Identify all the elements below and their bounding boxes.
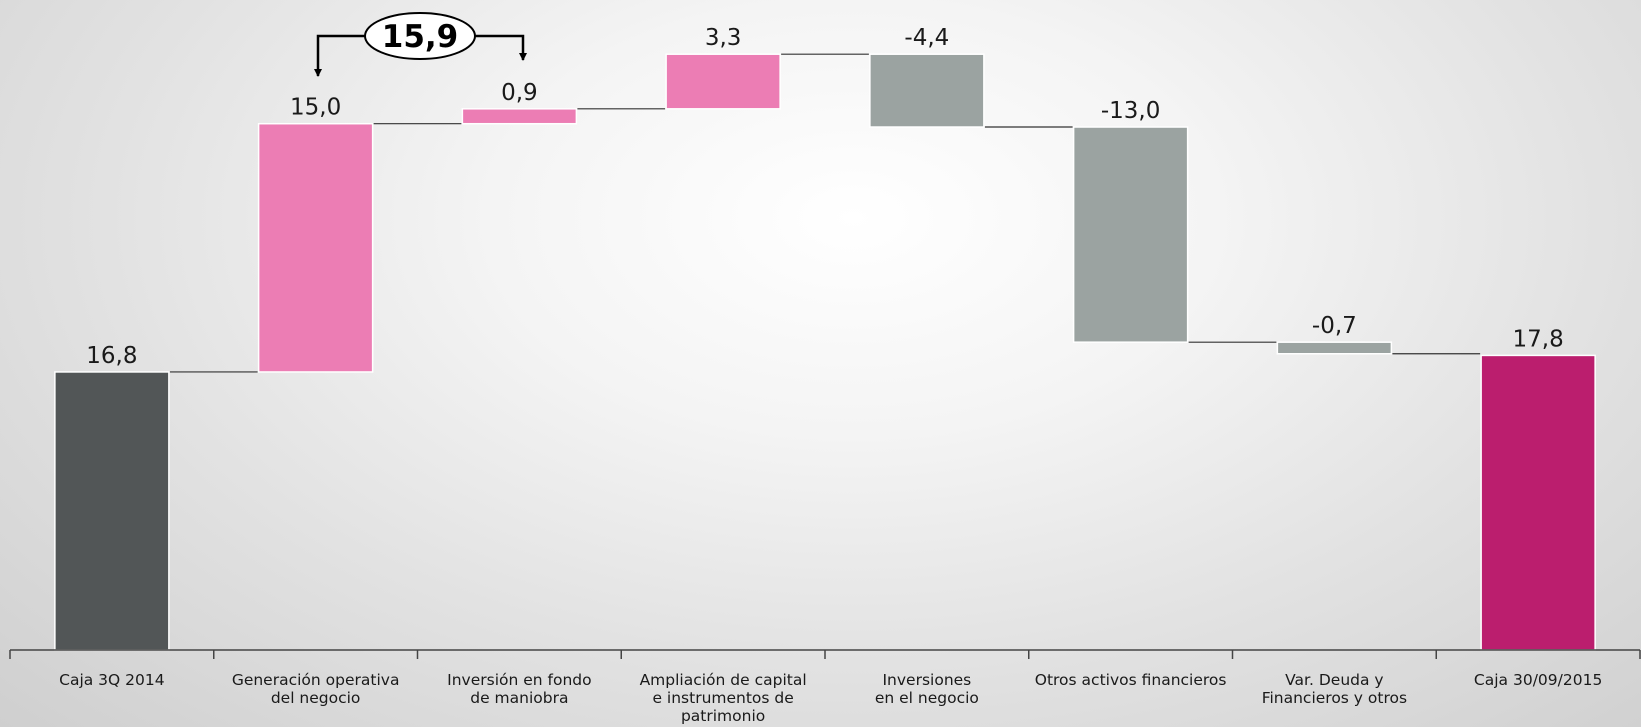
category-label-line: Ampliación de capital (640, 671, 807, 689)
bar-6 (1072, 126, 1189, 343)
category-label-6: Otros activos financieros (1035, 671, 1227, 689)
category-label-line: patrimonio (681, 707, 765, 725)
category-label-line: Inversiones (882, 671, 971, 689)
bar-5 (869, 53, 985, 128)
category-label-line: Caja 3Q 2014 (59, 671, 165, 689)
callout-ellipse (364, 12, 476, 60)
category-label-4: Ampliación de capital e instrumentos de pa… (640, 671, 807, 725)
value-label-4: 3,3 (705, 25, 742, 51)
value-label-6: -13,0 (1101, 98, 1161, 124)
category-label-3: Inversión en fondo de maniobra (447, 671, 591, 707)
value-label-7: -0,7 (1312, 313, 1357, 339)
bar-3 (461, 108, 578, 125)
value-label-2: 15,0 (290, 95, 341, 121)
bar-7 (1276, 341, 1393, 355)
value-label-3: 0,9 (501, 80, 538, 106)
callout-annotation: 15,9 (314, 12, 527, 77)
callout-value: 15,9 (382, 19, 459, 55)
bar-1 (54, 371, 170, 651)
x-axis (9, 649, 1641, 659)
category-label-line: del negocio (271, 689, 361, 707)
category-label-8: Caja 30/09/2015 (1474, 671, 1602, 689)
category-label-line: e instrumentos de (652, 689, 793, 707)
category-label-7: Var. Deuda y Financieros y otros (1262, 671, 1407, 707)
category-label-line: Generación operativa (232, 671, 400, 689)
category-label-5: Inversiones en el negocio (875, 671, 979, 707)
category-label-2: Generación operativa del negocio (232, 671, 400, 707)
category-label-line: Var. Deuda y (1285, 671, 1383, 689)
category-label-1: Caja 3Q 2014 (59, 671, 165, 689)
value-label-5: -4,4 (904, 25, 949, 51)
category-label-line: Caja 30/09/2015 (1474, 671, 1602, 689)
callout-arrow-right (474, 34, 527, 61)
category-label-line: en el negocio (875, 689, 979, 707)
value-label-1: 16,8 (86, 343, 137, 369)
bar-8 (1480, 354, 1596, 651)
category-labels-group: Caja 3Q 2014 Generación operativa del nego… (59, 671, 1602, 725)
bar-2 (257, 122, 374, 373)
bar-4 (665, 53, 781, 110)
connector-lines (169, 53, 1481, 373)
value-label-8: 17,8 (1513, 326, 1564, 352)
callout-arrow-left (314, 34, 366, 77)
bars-group (54, 53, 1596, 651)
category-label-line: Otros activos financieros (1035, 671, 1227, 689)
category-label-line: Financieros y otros (1262, 689, 1407, 707)
category-label-line: Inversión en fondo (447, 671, 591, 689)
category-label-line: de maniobra (470, 689, 568, 707)
value-labels-group: 16,8 15,0 0,9 3,3 -4,4 -13,0 -0,7 17,8 (86, 25, 1563, 369)
